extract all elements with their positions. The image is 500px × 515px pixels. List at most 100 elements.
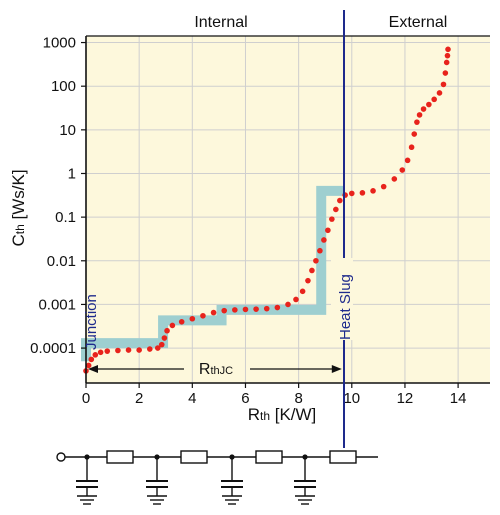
data-point bbox=[325, 227, 331, 234]
x-axis-title-main: R bbox=[248, 405, 260, 424]
rthjc-arrowhead-left bbox=[88, 365, 98, 373]
resistor bbox=[329, 450, 357, 464]
y-tick-label: 10 bbox=[59, 122, 76, 139]
data-point bbox=[293, 296, 299, 303]
rthjc-label: RthJC bbox=[199, 361, 233, 378]
x-tick-label: 4 bbox=[188, 390, 196, 407]
data-point bbox=[146, 346, 153, 352]
data-point bbox=[337, 197, 343, 204]
data-point bbox=[443, 59, 450, 66]
x-axis-title-unit: [K/W] bbox=[270, 405, 316, 424]
data-point bbox=[317, 247, 323, 254]
grid-lines bbox=[86, 36, 490, 383]
resistor bbox=[180, 450, 208, 464]
data-point bbox=[431, 96, 437, 103]
data-point bbox=[154, 345, 161, 351]
data-point bbox=[285, 301, 291, 308]
data-point bbox=[399, 167, 406, 173]
step-model-layer bbox=[81, 185, 344, 362]
rthjc-annotation: RthJC bbox=[88, 361, 342, 378]
data-point bbox=[221, 307, 228, 314]
data-point bbox=[411, 131, 418, 137]
data-point bbox=[136, 347, 142, 353]
rthjc-label-sub: thJC bbox=[210, 365, 233, 377]
thermal-ladder-circuit bbox=[56, 450, 378, 505]
data-point bbox=[88, 356, 95, 363]
heat-slug-label: Heat Slug bbox=[337, 274, 354, 340]
heat-slug-label-bg bbox=[331, 258, 353, 340]
data-point bbox=[333, 206, 339, 213]
data-point bbox=[440, 81, 447, 88]
data-point bbox=[436, 90, 443, 96]
region-label-internal: Internal bbox=[194, 14, 247, 31]
data-point bbox=[329, 216, 335, 222]
y-axis-title-main: C bbox=[9, 234, 28, 246]
y-tick-label: 1000 bbox=[43, 35, 76, 52]
data-point bbox=[309, 267, 315, 274]
data-point bbox=[104, 348, 111, 354]
y-tick-label: 100 bbox=[51, 78, 76, 95]
data-point bbox=[370, 188, 376, 194]
rthjc-arrowhead-right bbox=[331, 365, 342, 373]
data-point bbox=[414, 119, 420, 125]
x-tick-label: 2 bbox=[135, 390, 143, 407]
data-point bbox=[115, 347, 121, 354]
x-axis-title: Rth [K/W] bbox=[248, 405, 317, 424]
data-point bbox=[158, 341, 165, 348]
data-point bbox=[263, 305, 270, 312]
step-model-line bbox=[81, 185, 344, 362]
data-point bbox=[321, 237, 327, 243]
x-tick-label: 8 bbox=[294, 390, 302, 407]
data-point bbox=[253, 306, 259, 312]
x-axis-title-sub: th bbox=[260, 409, 270, 423]
rthjc-label-main: R bbox=[199, 361, 211, 378]
x-tick-label: 6 bbox=[241, 390, 249, 407]
y-tick-label: 0.01 bbox=[47, 253, 76, 270]
data-point bbox=[391, 176, 398, 182]
data-point bbox=[442, 70, 449, 76]
structure-function-points bbox=[83, 46, 451, 374]
x-tick-label: 12 bbox=[397, 390, 414, 407]
y-axis-title-sub: th bbox=[13, 224, 27, 234]
data-point bbox=[189, 315, 196, 322]
input-terminal bbox=[56, 452, 66, 462]
data-point bbox=[210, 309, 217, 316]
y-tick-label: 1 bbox=[68, 165, 76, 182]
junction-label: Junction bbox=[83, 294, 100, 350]
region-label-external: External bbox=[389, 14, 448, 31]
data-point bbox=[164, 327, 170, 334]
y-axis-title: Cth [Ws/K] bbox=[9, 169, 28, 246]
resistor bbox=[106, 450, 134, 464]
resistor bbox=[255, 450, 283, 464]
data-point bbox=[242, 306, 249, 313]
data-point bbox=[445, 46, 451, 53]
data-point bbox=[380, 183, 387, 190]
data-point bbox=[416, 112, 423, 118]
data-point bbox=[444, 52, 451, 59]
axes: 0 2 4 6 8 10 12 14 0.0001 0.001 0.01 0.1 1 10 100 1000 bbox=[30, 35, 490, 407]
y-tick-label: 0.0001 bbox=[30, 340, 76, 357]
data-point bbox=[169, 322, 176, 329]
data-point bbox=[97, 349, 104, 356]
data-point bbox=[232, 307, 238, 313]
data-point bbox=[92, 352, 99, 358]
data-point bbox=[274, 304, 281, 311]
data-point bbox=[426, 101, 432, 108]
data-point bbox=[348, 190, 355, 197]
x-tick-label: 14 bbox=[450, 390, 467, 407]
data-point bbox=[125, 347, 132, 353]
data-point bbox=[305, 277, 311, 284]
plot-background bbox=[86, 36, 490, 383]
data-point bbox=[359, 190, 366, 196]
x-tick-label: 0 bbox=[82, 390, 90, 407]
y-axis-title-unit: [Ws/K] bbox=[9, 169, 28, 224]
data-point bbox=[161, 335, 168, 341]
data-point bbox=[299, 288, 306, 295]
y-tick-label: 0.001 bbox=[38, 296, 76, 313]
y-tick-label: 0.1 bbox=[55, 209, 76, 226]
data-point bbox=[313, 257, 319, 264]
data-point bbox=[404, 157, 411, 164]
data-point bbox=[178, 319, 185, 325]
data-point bbox=[408, 144, 415, 151]
